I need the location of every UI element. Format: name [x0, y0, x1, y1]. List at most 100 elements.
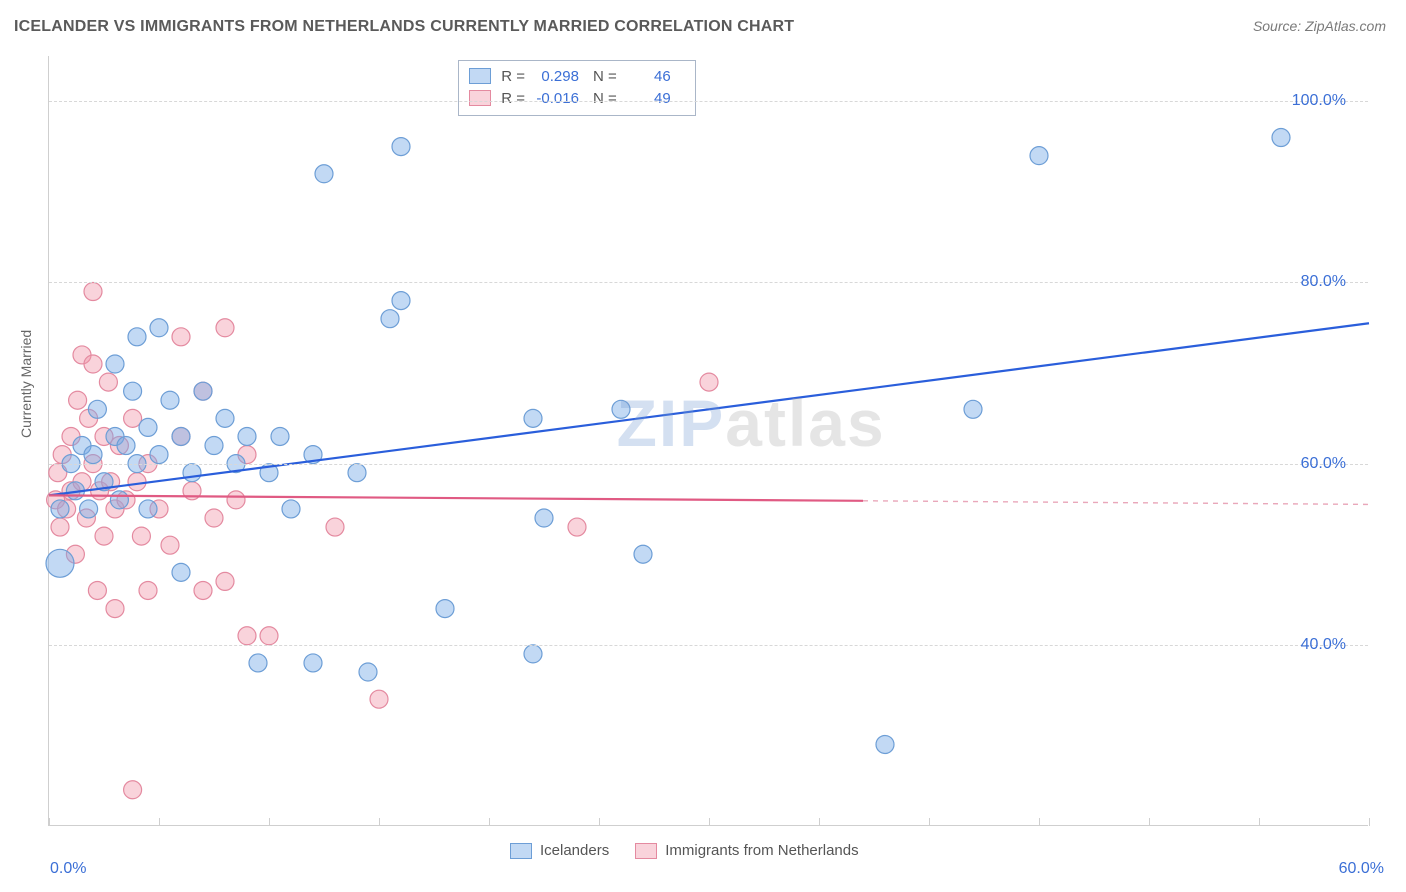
icelanders-point	[124, 382, 142, 400]
netherlands-point	[51, 518, 69, 536]
icelanders-point	[128, 328, 146, 346]
icelanders-point	[216, 409, 234, 427]
netherlands-point	[194, 581, 212, 599]
icelanders-point	[348, 464, 366, 482]
legend-label: Icelanders	[540, 842, 609, 859]
x-tick	[599, 818, 600, 826]
netherlands-point	[124, 781, 142, 799]
icelanders-point	[238, 427, 256, 445]
y-tick-label: 100.0%	[1292, 92, 1346, 110]
stats-legend: R = 0.298 N = 46 R = -0.016 N = 49	[458, 60, 696, 116]
netherlands-trendline-extrapolated	[863, 501, 1369, 505]
icelanders-point	[46, 549, 74, 577]
icelanders-point	[150, 446, 168, 464]
icelanders-point	[139, 500, 157, 518]
icelanders-point	[876, 735, 894, 753]
netherlands-point	[69, 391, 87, 409]
x-tick	[1259, 818, 1260, 826]
icelanders-point	[117, 437, 135, 455]
icelanders-point	[524, 409, 542, 427]
series-legend: Icelanders Immigrants from Netherlands	[510, 842, 885, 863]
icelanders-point	[161, 391, 179, 409]
netherlands-trendline	[49, 495, 863, 500]
icelanders-point	[249, 654, 267, 672]
netherlands-point	[260, 627, 278, 645]
netherlands-point	[161, 536, 179, 554]
icelanders-point	[282, 500, 300, 518]
legend-label: Immigrants from Netherlands	[665, 842, 858, 859]
x-axis-max-label: 60.0%	[1339, 860, 1384, 878]
stats-r-value: -0.016	[531, 90, 579, 107]
icelanders-point	[436, 600, 454, 618]
netherlands-point	[216, 319, 234, 337]
legend-swatch	[469, 68, 491, 84]
x-tick	[269, 818, 270, 826]
icelanders-point	[524, 645, 542, 663]
y-tick-label: 40.0%	[1301, 636, 1346, 654]
netherlands-point	[88, 581, 106, 599]
stats-r-label: R =	[501, 90, 525, 107]
icelanders-point	[381, 310, 399, 328]
icelanders-point	[392, 292, 410, 310]
netherlands-point	[227, 491, 245, 509]
stats-n-label: N =	[593, 90, 617, 107]
icelanders-point	[183, 464, 201, 482]
x-tick	[1149, 818, 1150, 826]
x-tick	[1369, 818, 1370, 826]
icelanders-point	[51, 500, 69, 518]
chart-container: ICELANDER VS IMMIGRANTS FROM NETHERLANDS…	[0, 0, 1406, 892]
legend-item: Icelanders	[510, 842, 609, 859]
stats-legend-row: R = -0.016 N = 49	[469, 87, 685, 109]
netherlands-point	[84, 355, 102, 373]
plot-svg	[49, 56, 1368, 825]
stats-r-value: 0.298	[531, 68, 579, 85]
icelanders-point	[194, 382, 212, 400]
icelanders-point	[80, 500, 98, 518]
netherlands-point	[700, 373, 718, 391]
icelanders-point	[110, 491, 128, 509]
gridline	[49, 645, 1368, 646]
y-axis-label: Currently Married	[18, 330, 34, 438]
netherlands-point	[106, 600, 124, 618]
icelanders-point	[1030, 147, 1048, 165]
x-axis-min-label: 0.0%	[50, 860, 86, 878]
stats-n-value: 46	[623, 68, 671, 85]
icelanders-point	[172, 563, 190, 581]
icelanders-point	[139, 418, 157, 436]
netherlands-point	[84, 283, 102, 301]
stats-legend-row: R =0.298N =46	[469, 65, 685, 87]
icelanders-point	[1272, 129, 1290, 147]
y-tick-label: 60.0%	[1301, 455, 1346, 473]
x-tick	[49, 818, 50, 826]
source-attribution: Source: ZipAtlas.com	[1253, 18, 1386, 34]
netherlands-point	[370, 690, 388, 708]
gridline	[49, 282, 1368, 283]
netherlands-point	[139, 581, 157, 599]
gridline	[49, 101, 1368, 102]
icelanders-point	[359, 663, 377, 681]
icelanders-point	[271, 427, 289, 445]
chart-title: ICELANDER VS IMMIGRANTS FROM NETHERLANDS…	[14, 18, 794, 36]
legend-swatch	[469, 90, 491, 106]
icelanders-point	[88, 400, 106, 418]
icelanders-point	[612, 400, 630, 418]
icelanders-point	[964, 400, 982, 418]
x-tick	[489, 818, 490, 826]
icelanders-point	[84, 446, 102, 464]
netherlands-point	[238, 627, 256, 645]
icelanders-point	[634, 545, 652, 563]
x-tick	[379, 818, 380, 826]
icelanders-point	[535, 509, 553, 527]
netherlands-point	[205, 509, 223, 527]
stats-n-label: N =	[593, 68, 617, 85]
plot-area: ZIPatlas R =0.298N =46R =-0.016N =49 40.…	[48, 56, 1368, 826]
icelanders-point	[205, 437, 223, 455]
legend-swatch	[635, 843, 657, 859]
stats-n-value: 49	[623, 90, 671, 107]
x-tick	[1039, 818, 1040, 826]
icelanders-point	[392, 138, 410, 156]
x-tick	[929, 818, 930, 826]
icelanders-trendline	[49, 323, 1369, 495]
y-tick-label: 80.0%	[1301, 273, 1346, 291]
x-tick	[159, 818, 160, 826]
